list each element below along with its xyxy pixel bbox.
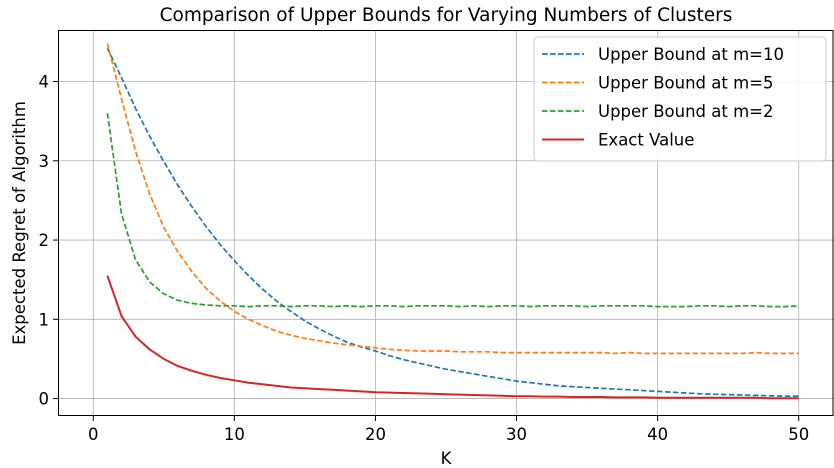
series-line-upper-bound-at-m-5 (106, 43, 799, 355)
legend-label: Upper Bound at m=2 (598, 102, 773, 121)
x-tick-label: 50 (788, 425, 809, 444)
legend-label: Upper Bound at m=10 (598, 45, 784, 64)
y-axis-label: Expected Regret of Algorithm (10, 101, 29, 345)
axis-ticks: 0 10 20 30 40 50 0 1 2 3 4 (39, 73, 810, 444)
x-tick-label: 20 (365, 425, 386, 444)
x-tick-label: 40 (647, 425, 668, 444)
y-tick-label: 3 (39, 152, 50, 171)
y-tick-label: 4 (39, 73, 50, 92)
legend: Upper Bound at m=10 Upper Bound at m=5 Upp… (533, 36, 827, 162)
series-line-exact-value (106, 275, 799, 400)
x-tick-label: 30 (506, 425, 527, 444)
legend-box (533, 36, 827, 162)
chart-title: Comparison of Upper Bounds for Varying N… (160, 5, 733, 26)
x-axis-label: K (441, 449, 453, 468)
x-tick-label: 0 (88, 425, 99, 444)
series-layer (106, 43, 799, 400)
series-line-upper-bound-at-m-10 (106, 47, 799, 398)
legend-label: Upper Bound at m=5 (598, 74, 773, 93)
x-tick-label: 10 (224, 425, 245, 444)
y-tick-label: 1 (39, 310, 50, 329)
series-line-upper-bound-at-m-2 (106, 113, 799, 308)
y-tick-label: 0 (39, 390, 50, 409)
y-tick-label: 2 (39, 231, 50, 250)
legend-label: Exact Value (598, 131, 694, 150)
plot-frame (58, 30, 834, 416)
